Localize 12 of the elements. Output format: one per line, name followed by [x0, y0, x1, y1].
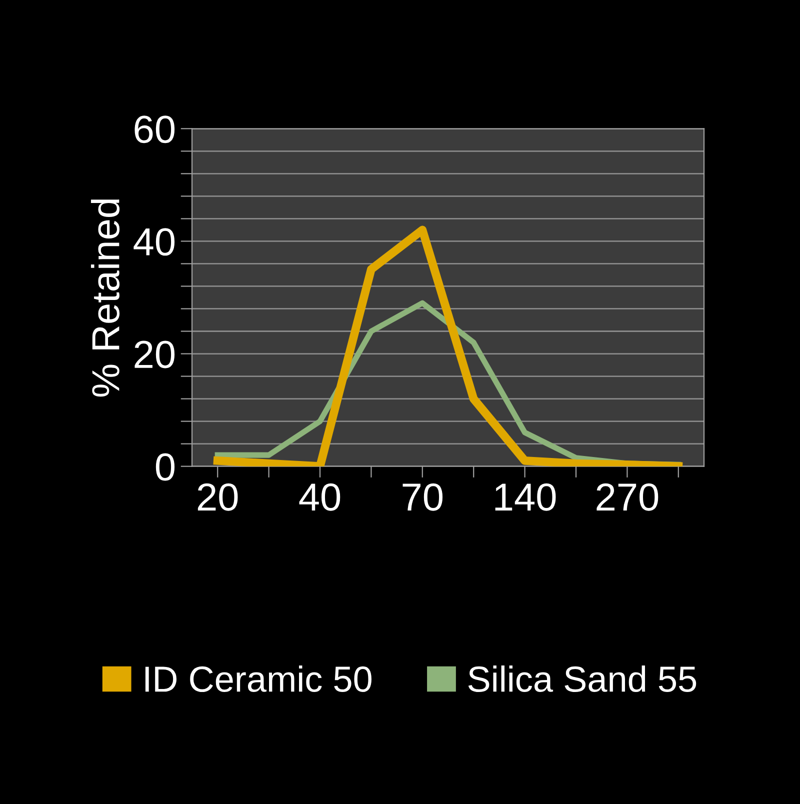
- y-tick-label: 60: [134, 116, 175, 144]
- legend-label: ID Ceramic 50: [145, 665, 372, 692]
- y-tick-label: 40: [134, 228, 175, 256]
- y-axis-title: % Retained: [90, 199, 120, 397]
- x-tick-label: 140: [495, 483, 556, 511]
- x-tick-label: 270: [596, 483, 658, 511]
- x-tick-label: 20: [198, 483, 238, 511]
- x-tick-label: 40: [299, 483, 340, 511]
- x-tick-label: 70: [402, 483, 443, 511]
- y-tick-label: 0: [156, 453, 175, 481]
- legend-label: Silica Sand 55: [468, 665, 696, 692]
- y-tick-label: 20: [134, 340, 175, 368]
